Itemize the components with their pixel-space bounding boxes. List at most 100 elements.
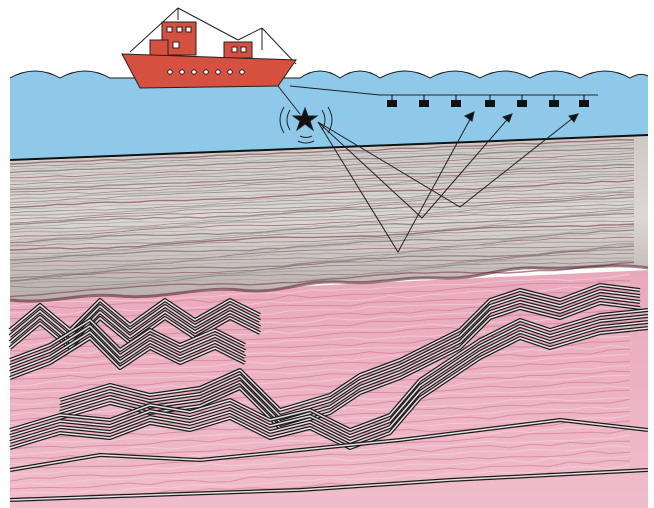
deep-reflector	[9, 464, 631, 494]
reflector	[9, 209, 635, 238]
reflector	[9, 203, 635, 231]
deep-reflector	[9, 455, 631, 486]
deep-reflector	[9, 309, 631, 341]
airgun-source-part	[291, 106, 319, 132]
airgun-source-part	[321, 109, 326, 131]
reflector	[9, 172, 635, 200]
reflector	[9, 229, 635, 261]
reflector	[9, 167, 635, 193]
fold-band	[9, 419, 649, 471]
survey-ship	[121, 7, 297, 89]
hydrophone	[485, 100, 495, 107]
reflector	[9, 157, 635, 185]
survey-ship-part	[177, 7, 239, 41]
reflector	[9, 211, 635, 241]
airgun-source-part	[299, 135, 313, 138]
sediment-reflectors	[9, 138, 635, 298]
fold-band	[59, 296, 641, 423]
deep-reflector	[9, 426, 631, 456]
survey-ship-part	[261, 27, 297, 65]
reflector	[9, 186, 635, 214]
reflector	[9, 220, 635, 247]
reflector	[9, 236, 635, 265]
sea-surface	[9, 70, 649, 79]
deep-reflector	[9, 279, 631, 311]
reflector	[9, 252, 635, 282]
unconformity	[9, 264, 649, 303]
hydrophones	[387, 95, 589, 107]
survey-ship-part	[166, 26, 173, 33]
hydrophone	[419, 100, 429, 107]
survey-ship-part	[176, 26, 183, 33]
reflector	[9, 149, 635, 176]
deep-reflector	[9, 365, 631, 395]
streamer	[277, 85, 598, 115]
ray-paths-part	[463, 111, 475, 122]
fold-band	[9, 469, 649, 501]
reflector	[9, 175, 635, 203]
deep-reflector	[9, 450, 631, 482]
reflector	[9, 183, 635, 211]
hydrophone	[517, 100, 527, 107]
fold-band	[9, 309, 649, 431]
reflector	[9, 177, 635, 206]
survey-ship-part	[179, 69, 185, 75]
reflector	[9, 216, 635, 246]
reflector	[9, 160, 635, 188]
survey-ship-part	[191, 69, 197, 75]
airgun-source	[279, 106, 333, 144]
hydrophone	[579, 100, 589, 107]
deep-reflector	[9, 273, 631, 307]
deep-reflector	[9, 459, 631, 490]
ray-paths-part	[317, 113, 579, 208]
fold-band	[9, 325, 246, 367]
streamer-part	[289, 85, 381, 96]
deep-reflector	[9, 353, 631, 387]
reflector	[9, 233, 635, 263]
fold-band	[9, 315, 649, 437]
airgun-source-part	[286, 109, 291, 131]
reflector	[9, 189, 635, 217]
reflector	[9, 261, 635, 298]
ray-paths-part	[568, 113, 579, 123]
airgun-source-part	[327, 106, 333, 134]
deep-reflector	[9, 370, 631, 400]
hydrophone	[549, 100, 559, 107]
survey-ship-part	[227, 69, 233, 75]
fold-band	[9, 331, 246, 373]
streamer-part	[277, 85, 301, 115]
fold-band	[9, 321, 649, 443]
survey-ship-part	[237, 27, 263, 41]
fold-band	[9, 299, 261, 331]
ray-paths	[317, 111, 579, 253]
folded-strata	[8, 283, 649, 502]
reflector	[9, 163, 635, 191]
reflector	[9, 196, 635, 226]
reflector	[9, 243, 635, 276]
survey-ship-part	[240, 46, 247, 53]
reflector	[9, 225, 635, 254]
reflector	[9, 170, 635, 196]
seafloor	[9, 134, 649, 161]
fold-band	[59, 290, 641, 417]
reflector	[9, 240, 635, 268]
ray-paths-part	[317, 111, 475, 253]
reflector	[9, 194, 635, 224]
survey-ship-part	[203, 69, 209, 75]
reflector	[9, 200, 635, 229]
survey-ship-part	[121, 53, 297, 89]
survey-ship-part	[185, 26, 192, 33]
fold-band	[9, 319, 246, 361]
deep-reflector	[9, 348, 631, 380]
survey-ship-part	[239, 69, 245, 75]
deep-reflector	[9, 385, 631, 416]
reflector	[9, 144, 635, 171]
reflector	[9, 192, 635, 220]
deep-reflector	[9, 428, 631, 460]
survey-ship-part	[215, 69, 221, 75]
deep-layers	[10, 270, 648, 508]
reflector	[9, 223, 635, 251]
hydrophone	[387, 100, 397, 107]
